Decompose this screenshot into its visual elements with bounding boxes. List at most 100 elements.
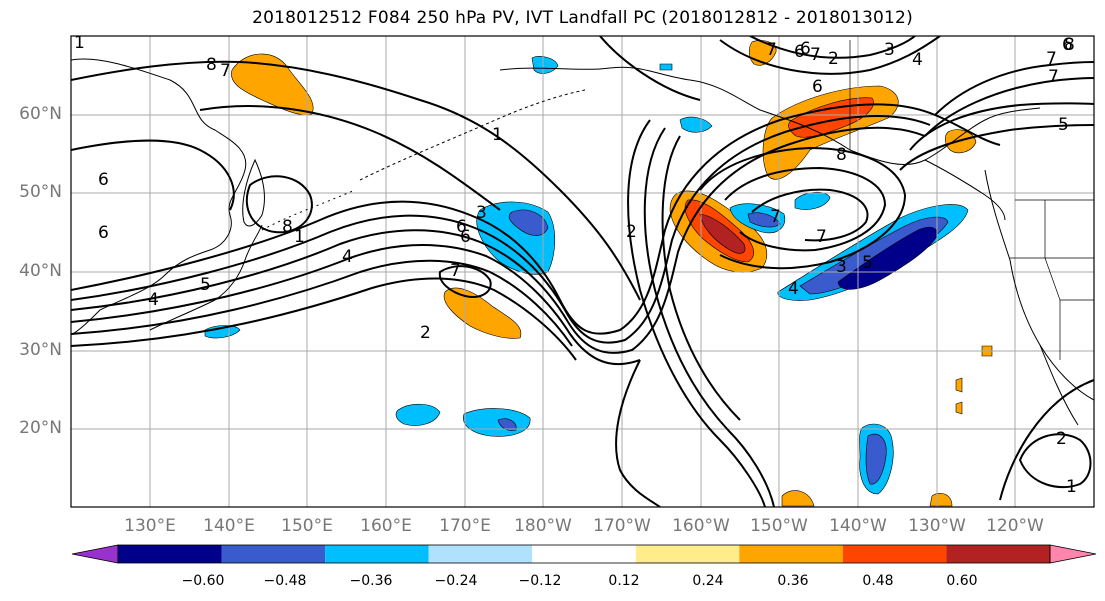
lat-label: 60°N (19, 104, 62, 124)
border-states-b (1010, 257, 1094, 301)
contour-label: 6 (812, 77, 823, 97)
contour-ridge-low-1 (699, 146, 907, 270)
colorbar-tick: 0.24 (692, 573, 724, 589)
colorbar-segment (842, 545, 947, 563)
contour-label: 7 (1048, 67, 1059, 87)
colorbar-tick: 0.36 (777, 573, 809, 589)
contour-cutoff-b (438, 265, 492, 298)
contour-trough-2 (643, 127, 775, 507)
contour-label: 2 (828, 49, 839, 69)
coast-kurils (261, 189, 356, 231)
contour-jet-4 (71, 244, 641, 366)
colorbar-segment (739, 545, 843, 563)
colorbar-frame (117, 544, 1051, 564)
lon-label: 170°E (439, 516, 491, 536)
contour-north-3 (71, 139, 235, 211)
coast-japan (149, 224, 263, 331)
coast-aleutians (359, 89, 586, 181)
contour-mid-south (615, 359, 661, 507)
contour-label: 6 (98, 170, 109, 190)
shade-orange-170e (443, 287, 522, 339)
contour-se-cutoff (1018, 433, 1092, 489)
lon-label: 170°W (593, 516, 651, 536)
lon-label: 160°W (672, 516, 730, 536)
coast-kamchatka (242, 158, 265, 227)
contour-label: 1 (74, 33, 85, 53)
lon-label: 160°E (360, 516, 412, 536)
colorbar-segment (946, 545, 1050, 563)
contour-label: 6 (800, 39, 811, 59)
contour-label: 2 (420, 323, 431, 343)
contour-jet-2 (71, 114, 931, 344)
colorbar-tick: 0.12 (608, 573, 640, 589)
graticule (71, 36, 1094, 507)
colorbar-tick: −0.60 (181, 573, 225, 589)
contour-label: 7 (770, 207, 781, 227)
shade-medblue-155w (747, 212, 781, 228)
shade-medblue-140w-south (865, 433, 887, 485)
contour-label: 5 (200, 275, 211, 295)
contour-label: 7 (450, 261, 461, 281)
coast-westcoast (984, 169, 1094, 401)
contour-label: 1 (294, 227, 305, 247)
contour-label: 7 (766, 40, 777, 60)
shade-blue-170w-north (679, 116, 713, 133)
shade-medblue-180 (508, 209, 549, 236)
contour-label: 5 (1058, 115, 1069, 135)
colorbar-tick: 0.48 (862, 573, 894, 589)
shade-blue-20n-a (395, 403, 441, 426)
coast-bc (924, 159, 1006, 221)
lon-label: 130°W (908, 516, 966, 536)
contour-label: 4 (788, 279, 799, 299)
contour-label: 1 (1066, 477, 1077, 497)
contour-label: 6 (98, 223, 109, 243)
shade-orange-nw (231, 53, 314, 116)
contour-jet-6 (71, 277, 577, 361)
contour-cutoff-a (245, 175, 313, 234)
pv-contours (71, 36, 1094, 507)
colorbar-tick: −0.24 (434, 573, 478, 589)
contour-label: 3 (476, 203, 487, 223)
contour-label: 8 (282, 217, 293, 237)
contour-east-3 (909, 102, 1094, 151)
colorbar-segment (428, 545, 533, 563)
contour-label: 3 (884, 40, 895, 60)
contour-label: 8 (1064, 35, 1075, 55)
contour-label: 3 (836, 257, 847, 277)
lon-label: 140°W (829, 516, 887, 536)
contour-label: 8 (206, 55, 217, 75)
contour-trough-3 (661, 135, 741, 421)
contour-north-1 (71, 60, 641, 301)
lon-label: 130°E (124, 516, 176, 536)
coast-baja (1039, 344, 1079, 426)
shade-darkred-160w (699, 213, 746, 254)
contour-label: 7 (810, 45, 821, 65)
contour-label: 8 (836, 145, 847, 165)
lon-label: 140°E (203, 516, 255, 536)
contour-east-1 (934, 61, 1094, 116)
contour-jet-5 (71, 259, 573, 347)
contour-east-2 (924, 77, 1094, 137)
colorbar-segment (532, 545, 636, 563)
shade-lightblue-148w (794, 191, 831, 210)
contour-top-2 (749, 36, 916, 59)
contour-label: 7 (220, 61, 231, 81)
page-title: 2018012512 F084 250 hPa PV, IVT Landfall… (252, 8, 913, 28)
colorbar-extend-high (1049, 544, 1097, 564)
colorbar-segment (635, 545, 740, 563)
colorbar-tick: 0.60 (946, 573, 978, 589)
shade-orange-south-b (929, 493, 953, 507)
contour-label: 4 (342, 247, 353, 267)
lat-label: 40°N (19, 261, 62, 281)
coast-alaska (499, 66, 1041, 166)
colorbar-extend-low (71, 544, 119, 564)
shade-medblue-20n-b (497, 418, 517, 431)
lon-label: 150°E (281, 516, 333, 536)
shade-orange-south-a (781, 490, 815, 507)
map-frame (70, 35, 1095, 508)
lat-label: 50°N (19, 182, 62, 202)
contour-label: 4 (148, 290, 159, 310)
shade-navy-band (837, 226, 938, 290)
lat-label: 30°N (19, 340, 62, 360)
coast-asia (71, 58, 247, 336)
